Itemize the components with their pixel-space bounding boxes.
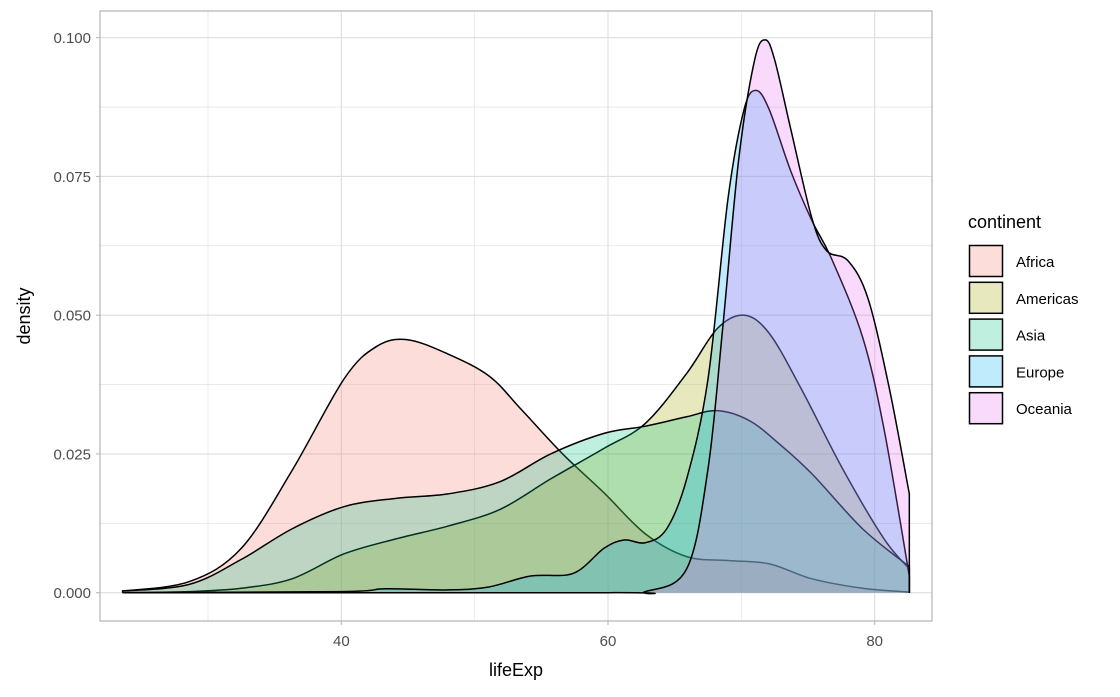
- y-tick-label: 0.050: [53, 308, 91, 325]
- density-area-africa: [122, 339, 910, 593]
- legend-key: [968, 318, 1004, 351]
- legend-label: Americas: [1016, 291, 1079, 308]
- density-line-oceania: [122, 39, 911, 595]
- y-tick-label: 0.025: [53, 446, 91, 463]
- density-area-europe: [122, 90, 910, 593]
- legend-key-bg: [969, 245, 1003, 277]
- density-area-americas: [122, 315, 910, 593]
- legend-label: Oceania: [1016, 401, 1073, 418]
- legend-key: [968, 281, 1004, 315]
- legend-key: [968, 244, 1004, 278]
- legend-key: [968, 391, 1004, 425]
- density-area-asia: [122, 410, 910, 593]
- y-axis-title: density: [14, 287, 34, 344]
- density-line-europe: [122, 89, 911, 594]
- legend-key-bg: [969, 355, 1003, 388]
- legend-label: Europe: [1016, 364, 1064, 381]
- legend-key-bg: [969, 318, 1003, 351]
- legend-label: Africa: [1016, 254, 1055, 271]
- legend: continent Africa Americas Asia Europe Oceani…: [968, 212, 1079, 425]
- y-axis: 0.000 0.025 0.050 0.075 0.100: [53, 30, 100, 602]
- panel-border: [99, 10, 933, 622]
- legend-label: Asia: [1016, 328, 1046, 345]
- density-line-asia: [121, 409, 911, 593]
- density-area-oceania: [122, 39, 910, 594]
- density-areas: [121, 39, 911, 595]
- y-tick-label: 0.100: [53, 30, 91, 47]
- legend-item-asia: Asia: [968, 318, 1046, 351]
- x-tick-label: 60: [600, 633, 617, 650]
- density-line-africa: [121, 338, 911, 593]
- x-axis: 40 60 80: [333, 621, 883, 650]
- legend-item-europe: Europe: [968, 355, 1064, 388]
- legend-item-americas: Americas: [968, 281, 1079, 315]
- legend-key-bg: [969, 392, 1003, 425]
- density-line-americas: [122, 314, 911, 594]
- x-tick-label: 40: [333, 633, 350, 650]
- y-tick-label: 0.000: [53, 585, 91, 602]
- legend-item-oceania: Oceania: [968, 391, 1073, 425]
- x-axis-title: lifeExp: [489, 660, 543, 680]
- legend-key-bg: [969, 281, 1003, 314]
- x-tick-label: 80: [866, 633, 883, 650]
- legend-item-africa: Africa: [968, 244, 1055, 278]
- legend-key: [968, 355, 1004, 388]
- legend-title: continent: [968, 212, 1041, 232]
- y-tick-label: 0.075: [53, 169, 91, 186]
